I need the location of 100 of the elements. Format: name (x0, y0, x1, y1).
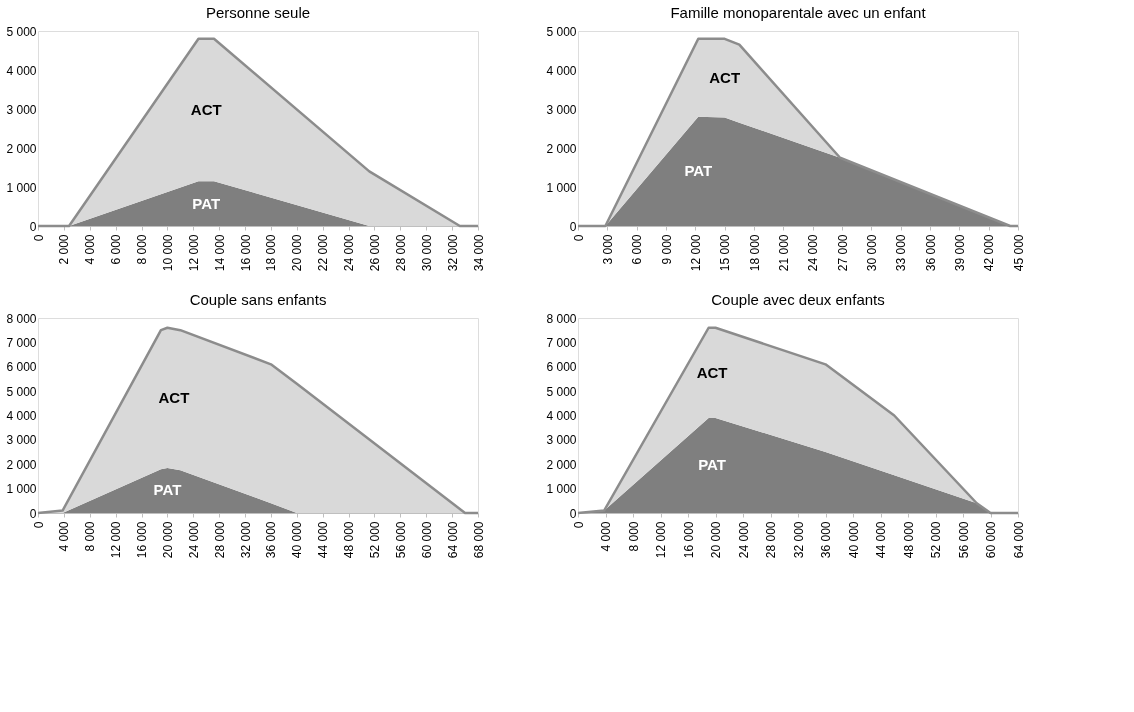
y-tick-label: 6 000 (546, 360, 577, 375)
x-tick-label: 22 000 (316, 234, 331, 272)
y-tick-label: 5 000 (6, 24, 37, 39)
x-tick-label: 6 000 (630, 234, 645, 265)
y-tick-label: 4 000 (6, 409, 37, 423)
y-tick-label: 6 000 (6, 360, 37, 375)
x-tick-label: 2 000 (57, 234, 72, 265)
x-tick-label: 10 000 (160, 234, 175, 272)
x-tick-label: 20 000 (709, 521, 723, 559)
x-tick-label: 24 000 (736, 521, 751, 559)
x-tick-label: 20 000 (160, 521, 175, 559)
y-tick-label: 4 000 (6, 63, 37, 78)
x-tick-label: 24 000 (186, 521, 201, 559)
x-tick-label: 21 000 (776, 234, 791, 272)
series-label: ACT (158, 388, 190, 406)
x-tick-label: 33 000 (894, 234, 909, 272)
x-tick-label: 32 000 (445, 234, 460, 272)
x-tick-label: 12 000 (688, 234, 703, 272)
x-tick-label: 16 000 (135, 521, 150, 559)
x-tick-label: 8 000 (83, 521, 98, 552)
y-tick-label: 3 000 (6, 433, 37, 448)
y-tick-label: 2 000 (546, 141, 577, 156)
x-tick-label: 30 000 (864, 234, 879, 272)
x-tick-label: 39 000 (952, 234, 967, 272)
x-tick-label: 64 000 (445, 521, 460, 559)
x-tick-label: 4 000 (599, 521, 613, 552)
y-tick-label: 2 000 (546, 457, 577, 472)
x-tick-label: 26 000 (367, 234, 382, 272)
x-tick-label: 24 000 (342, 234, 357, 272)
x-tick-label: 68 000 (471, 521, 486, 559)
chart-title: Personne seule (205, 4, 311, 21)
x-tick-label: 12 000 (186, 234, 201, 272)
y-tick-label: 5 000 (546, 24, 577, 39)
x-tick-label: 48 000 (901, 521, 916, 559)
series-label: PAT (153, 481, 182, 499)
x-tick-label: 24 000 (806, 234, 821, 272)
series-label: ACT (709, 69, 741, 87)
x-tick-label: 12 000 (654, 521, 668, 559)
x-tick-label: 36 000 (264, 521, 279, 559)
x-tick-label: 28 000 (212, 521, 227, 559)
series-label: PAT (698, 456, 726, 474)
y-tick-label: 2 000 (6, 457, 37, 472)
x-tick-label: 32 000 (791, 521, 806, 559)
x-tick-label: 34 000 (471, 234, 486, 272)
y-tick-label: 7 000 (6, 335, 37, 350)
x-tick-label: 8 000 (135, 234, 150, 265)
x-tick-label: 4 000 (83, 234, 98, 265)
x-tick-label: 6 000 (109, 234, 124, 265)
chart-title: Famille monoparentale avec un enfant (670, 4, 927, 21)
x-tick-label: 44 000 (874, 521, 888, 559)
y-tick-label: 1 000 (546, 180, 577, 195)
y-tick-label: 3 000 (6, 102, 37, 117)
x-tick-label: 60 000 (984, 521, 998, 559)
y-tick-label: 1 000 (6, 482, 37, 497)
x-tick-label: 3 000 (600, 234, 615, 265)
chart-title: Couple avec deux enfants (711, 291, 885, 308)
x-tick-label: 32 000 (238, 521, 253, 559)
y-tick-label: 7 000 (546, 335, 577, 350)
series-label: ACT (696, 363, 728, 381)
x-tick-label: 44 000 (316, 521, 331, 559)
y-tick-label: 5 000 (6, 384, 37, 399)
x-tick-label: 12 000 (109, 521, 124, 559)
x-tick-label: 52 000 (929, 521, 943, 559)
y-tick-label: 8 000 (546, 311, 577, 326)
y-tick-label: 4 000 (546, 63, 577, 78)
x-tick-label: 8 000 (626, 521, 641, 552)
x-tick-label: 18 000 (264, 234, 279, 272)
series-label: PAT (684, 162, 713, 180)
x-tick-label: 36 000 (819, 521, 833, 559)
y-tick-label: 8 000 (6, 311, 37, 326)
x-tick-label: 28 000 (393, 234, 408, 272)
series-label: ACT (190, 100, 222, 118)
x-tick-label: 42 000 (982, 234, 997, 272)
series-label: PAT (192, 194, 221, 212)
x-tick-label: 40 000 (846, 521, 861, 559)
x-tick-label: 30 000 (419, 234, 434, 272)
x-tick-label: 64 000 (1011, 521, 1026, 559)
x-tick-label: 18 000 (747, 234, 762, 272)
x-tick-label: 20 000 (290, 234, 305, 272)
x-tick-label: 14 000 (212, 234, 227, 272)
y-tick-label: 5 000 (546, 384, 577, 399)
x-tick-label: 52 000 (367, 521, 382, 559)
x-tick-label: 9 000 (659, 234, 674, 265)
x-tick-label: 60 000 (419, 521, 434, 559)
x-tick-label: 28 000 (764, 521, 778, 559)
x-tick-label: 45 000 (1011, 234, 1026, 272)
x-tick-label: 56 000 (393, 521, 408, 559)
chart-title: Couple sans enfants (189, 291, 327, 308)
x-tick-label: 15 000 (718, 234, 733, 272)
y-tick-label: 3 000 (546, 102, 577, 117)
y-tick-label: 3 000 (546, 433, 577, 448)
x-tick-label: 27 000 (835, 234, 850, 272)
y-tick-label: 1 000 (6, 180, 37, 195)
x-tick-label: 16 000 (238, 234, 253, 272)
x-tick-label: 56 000 (956, 521, 971, 559)
x-tick-label: 16 000 (681, 521, 696, 559)
x-tick-label: 36 000 (923, 234, 938, 272)
y-tick-label: 2 000 (6, 141, 37, 156)
y-tick-label: 1 000 (546, 482, 577, 497)
x-tick-label: 40 000 (290, 521, 305, 559)
